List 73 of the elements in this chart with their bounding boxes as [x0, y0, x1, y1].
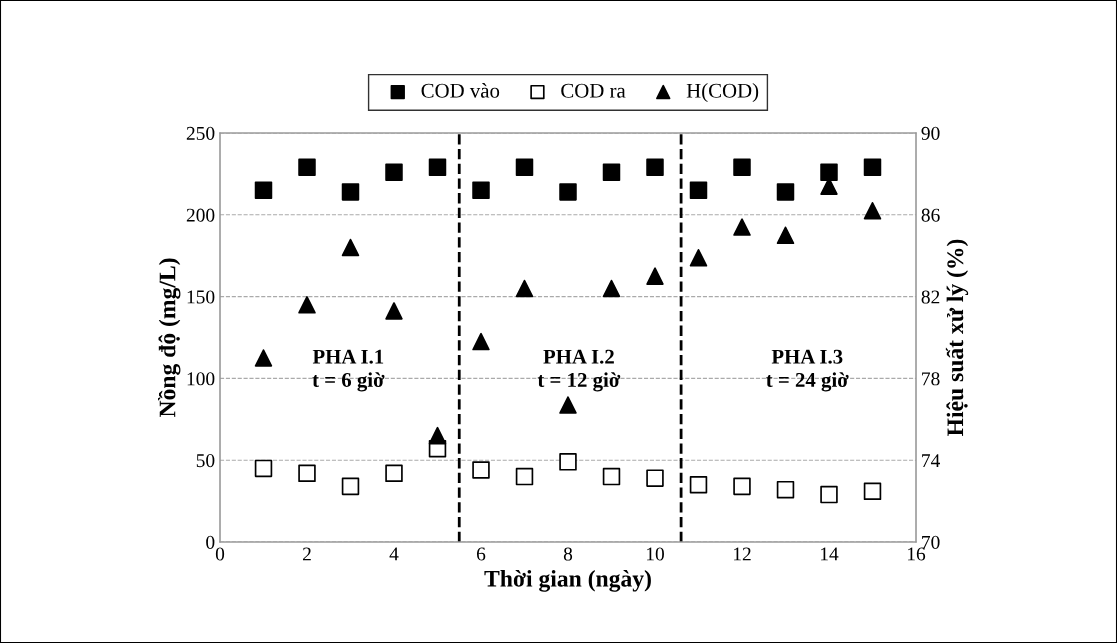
y2-tick-label: 70: [922, 535, 940, 549]
point: [863, 158, 882, 177]
y2-tick-label: 74: [922, 454, 940, 467]
x-tick-label: 16: [907, 547, 926, 561]
point: [298, 158, 316, 177]
point: [559, 453, 577, 471]
point: [472, 332, 490, 351]
point: [733, 477, 751, 496]
point: [385, 464, 403, 483]
y-tick-label: 50: [196, 454, 215, 468]
x-axis-title: Thời gian (ngày): [484, 570, 651, 592]
point: [254, 459, 273, 478]
point: [776, 226, 795, 245]
point: [863, 201, 882, 220]
point: [776, 480, 795, 499]
point: [472, 461, 490, 479]
y-tick-label: 200: [186, 208, 215, 222]
point: [776, 183, 795, 201]
legend-label: COD ra: [561, 83, 626, 98]
point: [602, 279, 621, 298]
x-tick-label: 0: [215, 547, 225, 561]
y2-tick-label: 78: [922, 372, 940, 386]
legend-label: COD vào: [421, 83, 500, 98]
point: [472, 181, 490, 200]
point: [602, 163, 621, 182]
point: [733, 218, 751, 236]
point: [341, 238, 360, 257]
point: [341, 477, 360, 496]
y-tick-label: 0: [206, 535, 215, 549]
point: [602, 467, 621, 486]
point: [515, 158, 534, 177]
point: [733, 158, 751, 177]
annotation: PHA I.2 t = 12 giờ: [537, 349, 621, 392]
x-tick-label: 6: [476, 547, 486, 561]
point: [515, 467, 534, 486]
x-tick-label: 4: [389, 547, 399, 561]
point: [341, 183, 360, 201]
point: [428, 158, 447, 177]
x-tick-label: 12: [733, 547, 751, 561]
point: [298, 464, 316, 483]
point: [559, 183, 577, 201]
legend-label: H(COD): [686, 83, 759, 102]
y2-axis-title: Hiệu suất xử lý (%): [945, 239, 969, 436]
point: [689, 181, 708, 200]
y-tick-label: 150: [187, 290, 215, 304]
point: [559, 396, 577, 414]
point: [646, 267, 664, 285]
x-tick-label: 2: [302, 547, 311, 561]
y2-tick-label: 82: [921, 290, 940, 304]
y2-tick-label: 86: [921, 208, 940, 222]
y2-tick-label: 90: [921, 126, 940, 140]
point: [254, 181, 273, 200]
point: [385, 163, 403, 182]
annotation: PHA I.3 t = 24 giờ: [766, 349, 849, 392]
y-tick-label: 100: [187, 372, 215, 386]
point: [820, 163, 838, 182]
point: [298, 296, 316, 314]
point: [646, 158, 664, 177]
point: [646, 469, 664, 487]
x-tick-label: 10: [646, 547, 664, 561]
point: [385, 302, 403, 320]
point: [515, 279, 534, 298]
annotation: PHA I.1 t = 6 giờ: [312, 349, 385, 392]
point: [689, 475, 708, 494]
point: [820, 485, 838, 504]
y-tick-label: 250: [186, 126, 215, 140]
x-tick-label: 14: [820, 547, 839, 561]
point: [689, 248, 708, 267]
point: [254, 349, 273, 367]
point: [428, 426, 447, 445]
x-tick-label: 8: [563, 547, 573, 561]
y-axis-title: Nồng độ (mg/L): [158, 258, 181, 418]
point: [863, 482, 882, 501]
